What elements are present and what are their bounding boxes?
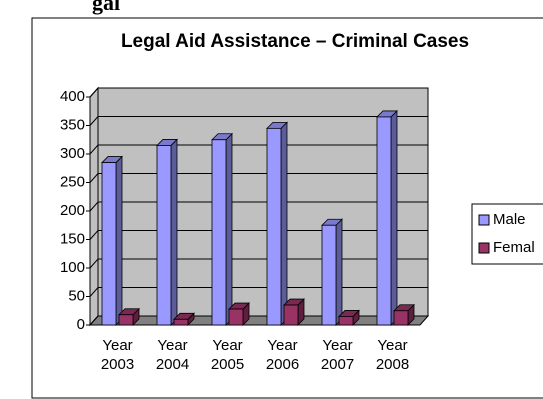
grid-line	[89, 201, 428, 212]
bar	[228, 308, 244, 326]
grid-line	[89, 315, 428, 326]
y-tick-label: 50	[68, 287, 85, 304]
bar	[118, 314, 134, 326]
bar	[338, 316, 354, 326]
x-tick-label: Year 2004	[155, 337, 190, 373]
legend-swatch	[478, 214, 490, 226]
y-tick-label: 350	[60, 116, 85, 133]
bar	[211, 139, 227, 326]
y-tick-label: 0	[77, 316, 85, 333]
bar	[283, 304, 299, 326]
y-tick-label: 300	[60, 145, 85, 162]
legend-swatch	[478, 242, 490, 254]
y-tick-label: 100	[60, 259, 85, 276]
y-tick-label: 250	[60, 173, 85, 190]
grid-line	[89, 230, 428, 240]
grid-line	[89, 173, 428, 183]
bar	[321, 224, 337, 326]
chart-title: Legal Aid Assistance – Criminal Cases	[121, 31, 469, 52]
bar	[266, 127, 282, 326]
bar	[101, 162, 117, 326]
y-tick-label: 200	[60, 202, 85, 219]
grid-line	[89, 87, 428, 98]
y-tick-label: 400	[60, 88, 85, 105]
bar	[393, 310, 409, 326]
bar	[156, 145, 172, 326]
bar-side	[390, 109, 398, 326]
x-tick-label: Year 2007	[320, 337, 355, 373]
heading: gal	[92, 0, 121, 15]
bar-side	[225, 132, 233, 326]
x-tick-label: Year 2003	[100, 337, 135, 373]
bar-side	[115, 155, 123, 326]
bar-side	[170, 138, 178, 326]
legend-label: Male	[493, 211, 526, 228]
x-tick-label: Year 2006	[265, 337, 300, 373]
bar	[173, 318, 189, 326]
grid-line	[89, 258, 428, 269]
grid-line	[89, 144, 428, 155]
legend-box	[471, 203, 543, 265]
bar-side	[335, 218, 343, 326]
x-tick-label: Year 2005	[210, 337, 245, 373]
grid-line	[89, 287, 428, 297]
x-tick-label: Year 2008	[375, 337, 410, 373]
grid-line	[89, 116, 428, 126]
bar	[376, 116, 392, 326]
legend-label: Femal	[493, 239, 535, 256]
bar-side	[280, 121, 288, 326]
y-tick-label: 150	[60, 230, 85, 247]
